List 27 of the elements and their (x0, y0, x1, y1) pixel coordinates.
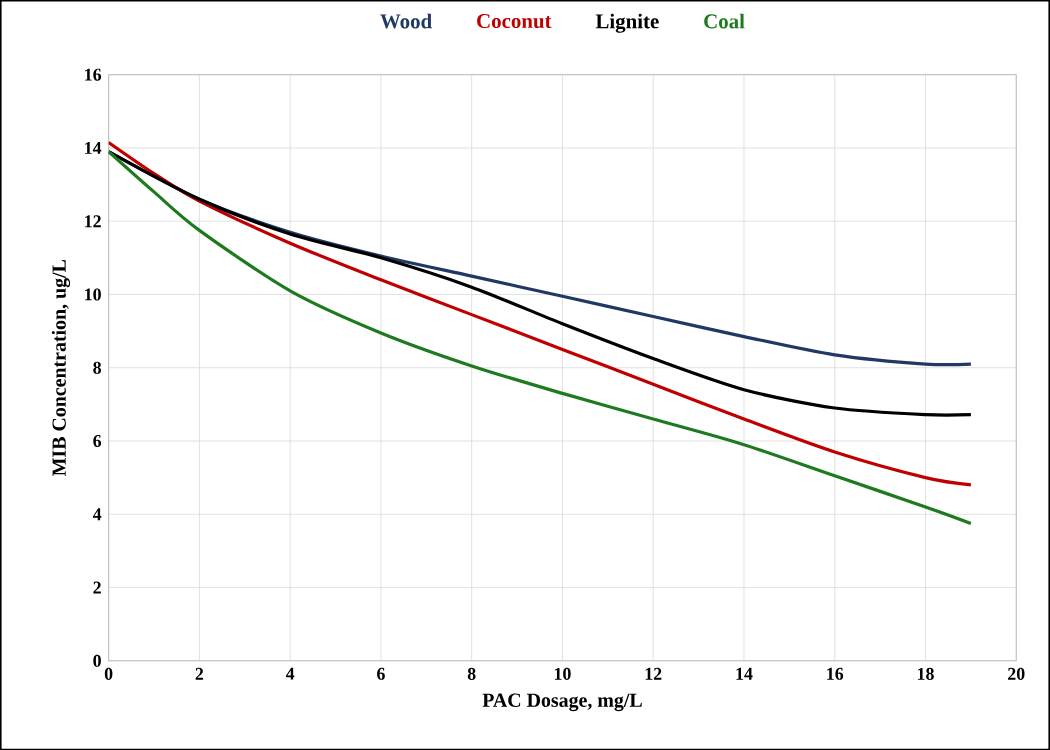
text: Coal (704, 13, 745, 29)
text: Lignite (595, 13, 659, 33)
y-tick-label: 12 (85, 215, 101, 227)
text: Coconut (477, 13, 552, 28)
y-tick-label: 14 (85, 141, 102, 154)
x-tick-label: 14 (736, 667, 753, 680)
x-tick-label: 18 (917, 667, 934, 680)
x-tick-label: 6 (377, 667, 385, 680)
x-tick-label: 10 (554, 667, 571, 680)
y-axis-title: MIB Concentration, ug/L (51, 259, 71, 476)
y-tick-label: 10 (85, 288, 101, 301)
text: Wood (380, 13, 432, 29)
y-tick-label: 8 (93, 361, 102, 374)
line-series (108, 149, 973, 417)
x-tick-label: 4 (285, 667, 295, 680)
x-tick-label: 20 (1008, 667, 1025, 680)
y-tick-label: 0 (93, 654, 101, 667)
y-tick-label: 2 (93, 581, 101, 594)
x-tick-label: 12 (645, 667, 662, 680)
x-axis-title: PAC Dosage, mg/L (482, 693, 642, 711)
y-tick-label: 4 (92, 508, 102, 520)
y-tick-label: 6 (93, 434, 102, 447)
y-tick-label: 16 (85, 68, 102, 81)
x-tick-label: 8 (467, 667, 476, 680)
x-tick-label: 16 (827, 667, 844, 680)
x-tick-label: 0 (104, 667, 113, 680)
x-tick-label: 2 (195, 667, 204, 680)
